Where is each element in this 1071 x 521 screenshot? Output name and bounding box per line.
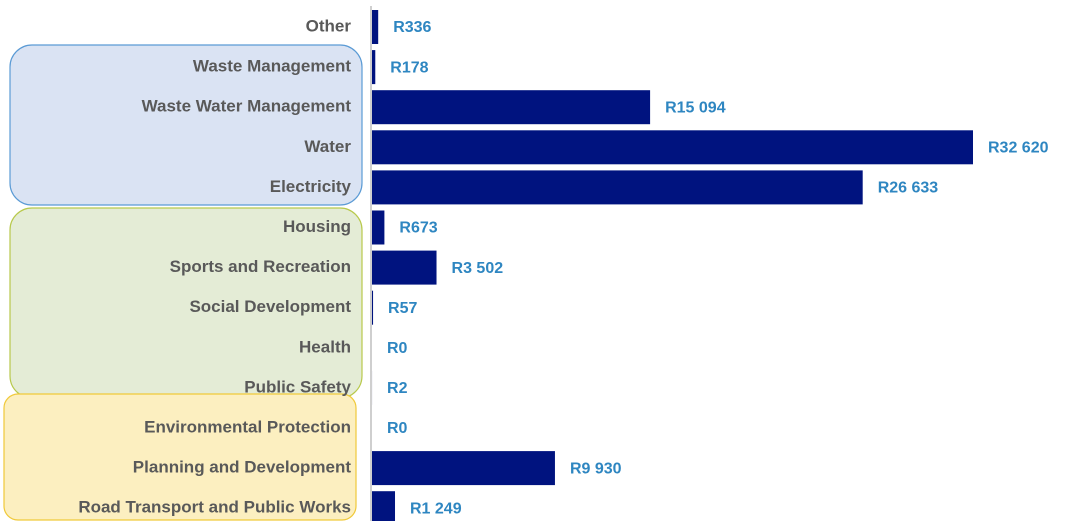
bar xyxy=(372,290,374,325)
bar xyxy=(372,50,376,85)
bar xyxy=(372,170,863,205)
group-box-utilities xyxy=(9,44,363,206)
value-label: R9 930 xyxy=(570,460,622,477)
category-label: Planning and Development xyxy=(133,458,352,477)
category-label: Sports and Recreation xyxy=(170,257,351,276)
value-label: R0 xyxy=(387,420,408,437)
bar xyxy=(372,90,651,125)
value-label: R57 xyxy=(388,300,417,317)
value-label: R26 633 xyxy=(878,180,939,197)
category-label: Environmental Protection xyxy=(144,417,351,436)
category-label: Other xyxy=(306,16,352,35)
bar xyxy=(372,210,385,245)
value-label: R32 620 xyxy=(988,140,1049,157)
bar xyxy=(372,250,437,285)
value-label: R3 502 xyxy=(452,260,504,277)
category-label: Health xyxy=(299,337,351,356)
category-label: Electricity xyxy=(270,177,352,196)
category-label: Housing xyxy=(283,217,351,236)
value-label: R178 xyxy=(390,59,428,76)
category-label: Waste Water Management xyxy=(142,97,352,116)
value-label: R1 249 xyxy=(410,500,462,517)
category-label: Road Transport and Public Works xyxy=(78,498,351,517)
category-label: Waste Management xyxy=(193,57,351,76)
bar xyxy=(372,10,379,44)
category-label: Public Safety xyxy=(244,377,351,396)
bar xyxy=(372,130,973,165)
bar xyxy=(372,451,555,486)
category-label: Social Development xyxy=(189,297,351,316)
category-label: Water xyxy=(304,137,351,156)
value-label: R336 xyxy=(393,19,431,36)
group-box-infrastructure xyxy=(3,393,357,521)
value-label: R2 xyxy=(387,380,408,397)
bar xyxy=(372,491,396,521)
value-label: R673 xyxy=(399,220,437,237)
value-label: R15 094 xyxy=(665,99,726,116)
value-label: R0 xyxy=(387,340,408,357)
